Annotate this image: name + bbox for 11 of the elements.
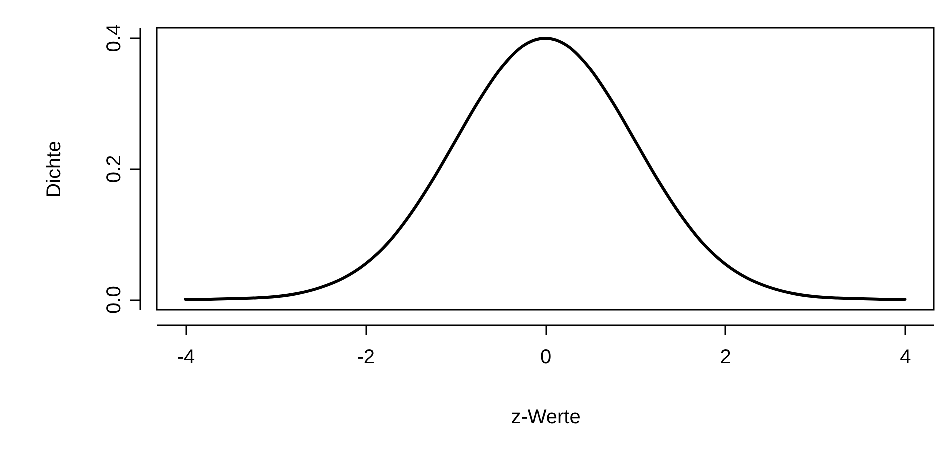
y-tick-label: 0.0: [104, 286, 126, 314]
x-tick-label: 2: [720, 346, 732, 368]
line-series: [184, 36, 907, 302]
x-tick-label: -4: [177, 346, 196, 368]
y-tick-label: 0.4: [104, 24, 126, 52]
y-axis-title: Dichte: [44, 141, 66, 198]
x-tick-label: 4: [900, 346, 912, 368]
x-tick-label: 0: [540, 346, 552, 368]
x-axis-title: z-Werte: [511, 406, 581, 428]
y-tick-label: 0.2: [104, 155, 126, 184]
x-tick-label: -2: [357, 346, 376, 368]
